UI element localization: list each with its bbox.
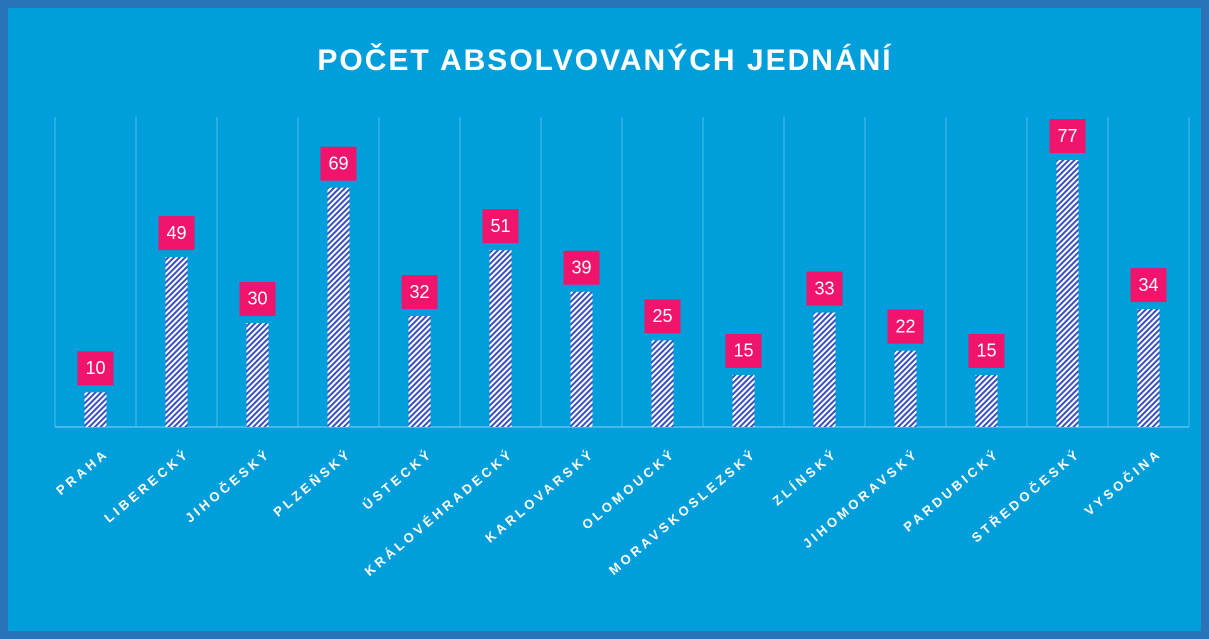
- data-label-box: [401, 275, 438, 310]
- data-label: 15: [976, 341, 996, 361]
- bar: [327, 187, 350, 427]
- data-label-box: [158, 216, 195, 251]
- data-label-box: [482, 209, 519, 244]
- data-label-box: [806, 271, 843, 306]
- data-label-box: [563, 250, 600, 285]
- data-label: 32: [409, 282, 429, 302]
- data-label: 25: [652, 306, 672, 326]
- data-label: 51: [490, 216, 510, 236]
- data-label: 22: [895, 316, 915, 336]
- bar: [408, 316, 431, 427]
- data-label: 34: [1138, 275, 1158, 295]
- bar: [165, 257, 188, 427]
- data-label: 69: [328, 153, 348, 173]
- data-label-box: [239, 281, 276, 316]
- data-label-box: [968, 333, 1005, 368]
- data-label: 15: [733, 341, 753, 361]
- data-label: 30: [247, 289, 267, 309]
- bar: [975, 374, 998, 427]
- bar: [84, 392, 107, 427]
- bar: [1056, 160, 1079, 427]
- data-label-box: [644, 299, 681, 334]
- data-label-box: [1049, 119, 1086, 153]
- data-label-box: [320, 146, 357, 181]
- bar: [894, 350, 917, 427]
- bar: [813, 312, 836, 427]
- bar: [246, 322, 269, 427]
- data-label: 49: [166, 223, 186, 243]
- bar: [570, 291, 593, 427]
- data-label: 10: [85, 358, 105, 378]
- data-label: 33: [814, 278, 834, 298]
- bar: [651, 340, 674, 427]
- data-label-box: [1130, 268, 1167, 303]
- data-label: 39: [571, 258, 591, 278]
- bar: [489, 250, 512, 427]
- data-label-box: [77, 351, 114, 386]
- bar: [1137, 309, 1160, 427]
- bar: [732, 374, 755, 427]
- data-label-box: [725, 333, 762, 368]
- background: [8, 8, 1201, 631]
- data-label: 77: [1057, 126, 1077, 146]
- chart-title: POČET ABSOLVOVANÝCH JEDNÁNÍ: [317, 43, 892, 77]
- data-label-box: [887, 309, 924, 344]
